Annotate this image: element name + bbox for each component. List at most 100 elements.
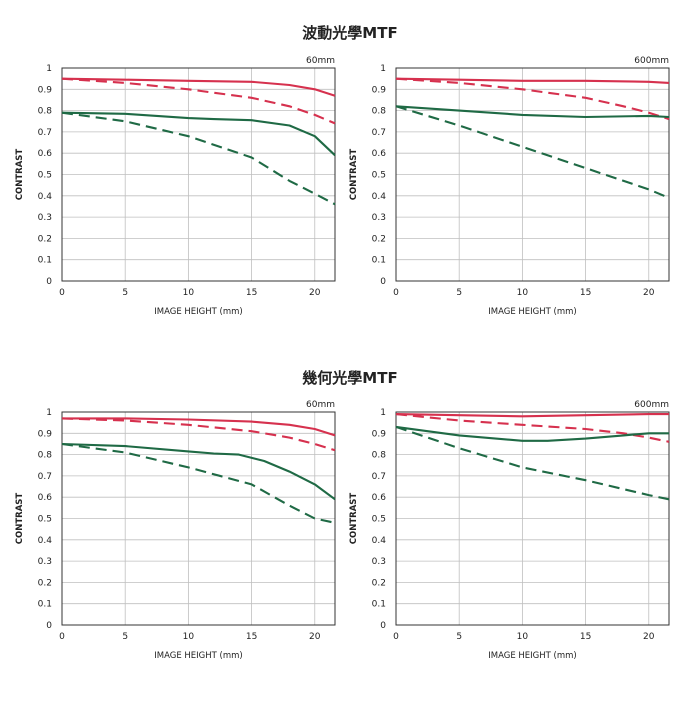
x-tick-label: 0 xyxy=(59,288,65,298)
y-tick-label: 0.7 xyxy=(372,128,386,138)
y-tick-label: 0.4 xyxy=(38,536,53,546)
x-tick-label: 15 xyxy=(246,632,257,642)
y-axis-title: CONTRAST xyxy=(349,149,359,201)
y-tick-label: 0.6 xyxy=(372,149,387,159)
y-tick-label: 0.8 xyxy=(38,107,53,117)
y-tick-label: 0.6 xyxy=(38,149,53,159)
charts-group: 00.10.20.30.40.50.60.70.80.910 5 10 15 20IMA… xyxy=(15,56,670,661)
y-tick-label: 1 xyxy=(46,408,52,418)
mtf-series-line-3 xyxy=(395,105,670,199)
x-tick-label: 15 xyxy=(580,288,591,298)
y-tick-label: 0.3 xyxy=(38,557,52,567)
x-tick-label: 15 xyxy=(246,288,257,298)
x-tick-label: 0 xyxy=(393,632,399,642)
x-tick-label: 20 xyxy=(309,632,321,642)
mtf-series-line-1 xyxy=(395,77,670,121)
mtf-series-line-1 xyxy=(61,417,336,452)
x-axis-title: IMAGE HEIGHT (mm) xyxy=(154,651,243,661)
mtf-chart-1: 00.10.20.30.40.50.60.70.80.910 5 10 15 20IMA… xyxy=(349,56,670,317)
y-tick-label: 0.1 xyxy=(372,256,386,266)
y-tick-label: 0.7 xyxy=(38,128,52,138)
x-axis-title: IMAGE HEIGHT (mm) xyxy=(488,307,577,317)
y-tick-label: 0.4 xyxy=(372,536,387,546)
plot-frame xyxy=(395,67,670,282)
y-tick-label: 0.4 xyxy=(38,192,53,202)
y-axis-title: CONTRAST xyxy=(15,493,25,545)
mtf-series-line-0 xyxy=(395,77,670,84)
y-tick-label: 0.5 xyxy=(372,515,386,525)
y-tick-label: 0.3 xyxy=(38,213,52,223)
mtf-series-line-0 xyxy=(395,413,669,418)
y-tick-label: 0.2 xyxy=(372,578,386,588)
x-tick-label: 20 xyxy=(643,288,655,298)
x-axis-title: IMAGE HEIGHT (mm) xyxy=(488,651,577,661)
y-tick-label: 0.6 xyxy=(38,493,53,503)
y-tick-label: 0 xyxy=(46,621,52,631)
section-title-wave-optics: 波動光學MTF xyxy=(302,24,397,42)
lens-label: 60mm xyxy=(306,400,335,410)
y-tick-label: 0.3 xyxy=(372,213,386,223)
y-tick-label: 0 xyxy=(46,277,52,287)
y-tick-label: 0 xyxy=(380,277,386,287)
mtf-series-line-2 xyxy=(395,425,669,442)
plot-frame xyxy=(61,411,336,626)
lens-label: 600mm xyxy=(634,56,669,66)
x-tick-label: 15 xyxy=(580,632,591,642)
y-tick-label: 0.2 xyxy=(38,578,52,588)
y-tick-label: 0.2 xyxy=(372,234,386,244)
y-tick-label: 0.7 xyxy=(372,472,386,482)
y-tick-label: 1 xyxy=(46,64,52,74)
mtf-series-line-2 xyxy=(61,442,336,501)
y-tick-label: 0.9 xyxy=(38,85,53,95)
x-tick-label: 0 xyxy=(393,288,399,298)
y-tick-label: 0.8 xyxy=(38,451,53,461)
y-tick-label: 0.4 xyxy=(372,192,387,202)
y-tick-label: 0.9 xyxy=(372,85,387,95)
x-tick-label: 20 xyxy=(309,288,321,298)
x-tick-label: 5 xyxy=(122,288,128,298)
x-axis-title: IMAGE HEIGHT (mm) xyxy=(154,307,243,317)
mtf-series-line-0 xyxy=(61,77,336,97)
y-tick-label: 0.9 xyxy=(38,429,53,439)
plot-frame xyxy=(395,411,670,626)
x-tick-label: 10 xyxy=(517,288,529,298)
x-tick-label: 5 xyxy=(456,288,462,298)
mtf-series-line-1 xyxy=(61,77,336,125)
mtf-series-line-2 xyxy=(61,111,336,157)
y-tick-label: 0.7 xyxy=(38,472,52,482)
mtf-series-line-2 xyxy=(395,105,670,119)
y-tick-label: 0.3 xyxy=(372,557,386,567)
x-tick-label: 10 xyxy=(183,288,195,298)
mtf-series-line-3 xyxy=(61,111,336,206)
y-tick-label: 0.1 xyxy=(38,600,52,610)
mtf-series-line-3 xyxy=(61,442,336,524)
y-tick-label: 0.5 xyxy=(38,515,52,525)
mtf-series-line-0 xyxy=(62,417,336,437)
y-tick-label: 0.5 xyxy=(372,171,386,181)
plot-frame xyxy=(61,67,336,282)
y-tick-label: 0.8 xyxy=(372,451,387,461)
x-tick-label: 0 xyxy=(59,632,65,642)
y-tick-label: 0.5 xyxy=(38,171,52,181)
section-title-geometric-optics: 幾何光學MTF xyxy=(302,369,397,387)
y-tick-label: 0.2 xyxy=(38,234,52,244)
y-tick-label: 1 xyxy=(380,64,386,74)
x-tick-label: 20 xyxy=(643,632,655,642)
lens-label: 60mm xyxy=(306,56,335,66)
mtf-chart-2: 00.10.20.30.40.50.60.70.80.910 5 10 15 20IMA… xyxy=(15,400,336,661)
y-tick-label: 0.8 xyxy=(372,107,387,117)
mtf-chart-0: 00.10.20.30.40.50.60.70.80.910 5 10 15 20IMA… xyxy=(15,56,336,317)
y-tick-label: 0 xyxy=(380,621,386,631)
x-tick-label: 5 xyxy=(122,632,128,642)
y-tick-label: 0.6 xyxy=(372,493,387,503)
x-tick-label: 10 xyxy=(183,632,195,642)
mtf-series-line-3 xyxy=(395,425,670,501)
y-tick-label: 1 xyxy=(380,408,386,418)
lens-label: 600mm xyxy=(634,400,669,410)
y-tick-label: 0.1 xyxy=(372,600,386,610)
y-tick-label: 0.9 xyxy=(372,429,387,439)
x-tick-label: 10 xyxy=(517,632,529,642)
y-tick-label: 0.1 xyxy=(38,256,52,266)
